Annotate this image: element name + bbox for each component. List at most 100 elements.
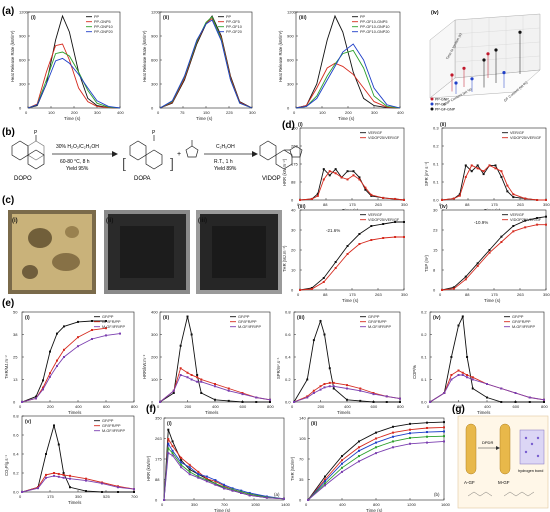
- series-point: [265, 496, 268, 499]
- a4-point: [462, 66, 466, 70]
- series-point: [85, 479, 87, 482]
- xtick-label: 525: [103, 494, 110, 499]
- xtick-label: 300: [249, 110, 256, 115]
- series-point: [196, 376, 199, 379]
- series-point: [464, 164, 467, 167]
- series-point: [488, 251, 491, 254]
- series-point: [316, 194, 319, 197]
- series-point: [62, 472, 65, 474]
- xtick-label: 1050: [251, 502, 261, 507]
- series-point: [312, 389, 315, 392]
- series-point: [167, 428, 170, 431]
- xtick-label: 100: [48, 110, 55, 115]
- series-point: [500, 235, 503, 238]
- xtick-label: 600: [103, 404, 110, 409]
- series-point: [322, 168, 325, 171]
- series-point: [241, 401, 244, 403]
- ytick-label: 175: [155, 457, 162, 462]
- series-point: [190, 374, 193, 376]
- ytick-label: 0.2: [13, 471, 19, 476]
- series-point: [248, 493, 251, 496]
- ylabel: Heat Release Rate (kW/m²): [278, 30, 283, 82]
- ytick-label: 30: [291, 228, 296, 233]
- ytick-label: 0.6: [13, 433, 19, 438]
- xlabel: Time/s: [477, 410, 491, 415]
- g-label-agf: A-GF: [464, 480, 475, 485]
- xtick-label: 263: [517, 202, 524, 207]
- legend-entry: VER/GF: [368, 213, 383, 217]
- series-point: [188, 473, 191, 476]
- series-point: [299, 289, 301, 291]
- xtick-label: 200: [47, 404, 54, 409]
- series-point: [464, 278, 467, 281]
- series-point: [188, 463, 191, 466]
- series-point: [536, 199, 539, 201]
- series-point: [293, 401, 295, 403]
- series-point: [77, 345, 79, 348]
- ytick-label: 263: [291, 144, 298, 149]
- annotation-reduction: -10.9%: [474, 220, 488, 225]
- series-point: [392, 446, 394, 449]
- series-point: [306, 378, 309, 381]
- series-point: [171, 452, 174, 455]
- series-point: [283, 497, 285, 500]
- series-point: [470, 164, 473, 167]
- ytick-label: 350: [155, 416, 162, 421]
- xtick-label: 350: [401, 292, 408, 297]
- xtick-label: 175: [47, 494, 54, 499]
- xtick-label: 0: [293, 110, 296, 115]
- ytick-label: 400: [151, 310, 158, 315]
- series-point: [231, 489, 234, 492]
- legend-entry: PP-GF20: [226, 30, 242, 34]
- series-point: [197, 470, 200, 473]
- series-point: [133, 491, 135, 493]
- series-point: [528, 396, 531, 399]
- ytick-label: 600: [287, 58, 294, 63]
- series-point: [223, 487, 225, 490]
- plot-a-i: 001003002006003009004001200PPPP-GNP5PP-G…: [10, 10, 124, 122]
- series-point: [227, 389, 230, 392]
- legend-entry: GF/PP: [512, 315, 524, 319]
- series-point: [62, 476, 65, 479]
- series-point: [486, 383, 488, 385]
- series-point: [21, 401, 23, 403]
- series-point: [545, 215, 547, 218]
- ytick-label: 263: [155, 436, 162, 441]
- xtick-label: 175: [349, 292, 356, 297]
- series-point: [375, 441, 377, 444]
- series-point: [512, 196, 515, 199]
- series-line-0: [295, 14, 401, 109]
- xtick-label: 200: [185, 404, 192, 409]
- sub-label: (i): [31, 15, 36, 21]
- xtick-label: 100: [319, 110, 326, 115]
- ylabel: Heat Release Rate (kW/m²): [142, 30, 147, 82]
- series-point: [471, 387, 474, 390]
- c-sub-ii: (ii): [106, 218, 113, 224]
- series-point: [452, 197, 455, 200]
- plot-d-ii: 00.0 88 0.1 175 0.1 263 0.2 350 0.3 VER/GFVIDOP25…: [424, 122, 550, 213]
- xlabel: Time (s): [366, 508, 383, 512]
- xlabel: Time (s): [342, 298, 359, 303]
- series-point: [159, 401, 161, 403]
- series-point: [466, 374, 469, 376]
- series-point: [486, 396, 488, 399]
- xtick-label: 400: [339, 502, 346, 507]
- series-point: [385, 395, 388, 398]
- series-point: [179, 374, 182, 376]
- g-label-dpdr: DPDR: [482, 440, 493, 445]
- xtick-label: 88: [465, 202, 470, 207]
- legend-entry: PP-GF10-GNP5: [360, 20, 387, 24]
- series-point: [403, 199, 405, 201]
- legend-entry: M-GF/IFR/PP: [102, 429, 125, 433]
- series-line-2: [429, 374, 545, 403]
- xtick-label: 0: [297, 292, 300, 297]
- series-point: [334, 267, 337, 269]
- series-point: [255, 401, 258, 403]
- series-point: [248, 494, 251, 497]
- series-point: [205, 475, 208, 478]
- ytick-label: 900: [287, 34, 294, 39]
- series-line-2: [27, 51, 121, 109]
- xtick-label: 150: [203, 110, 210, 115]
- series-point: [180, 459, 183, 462]
